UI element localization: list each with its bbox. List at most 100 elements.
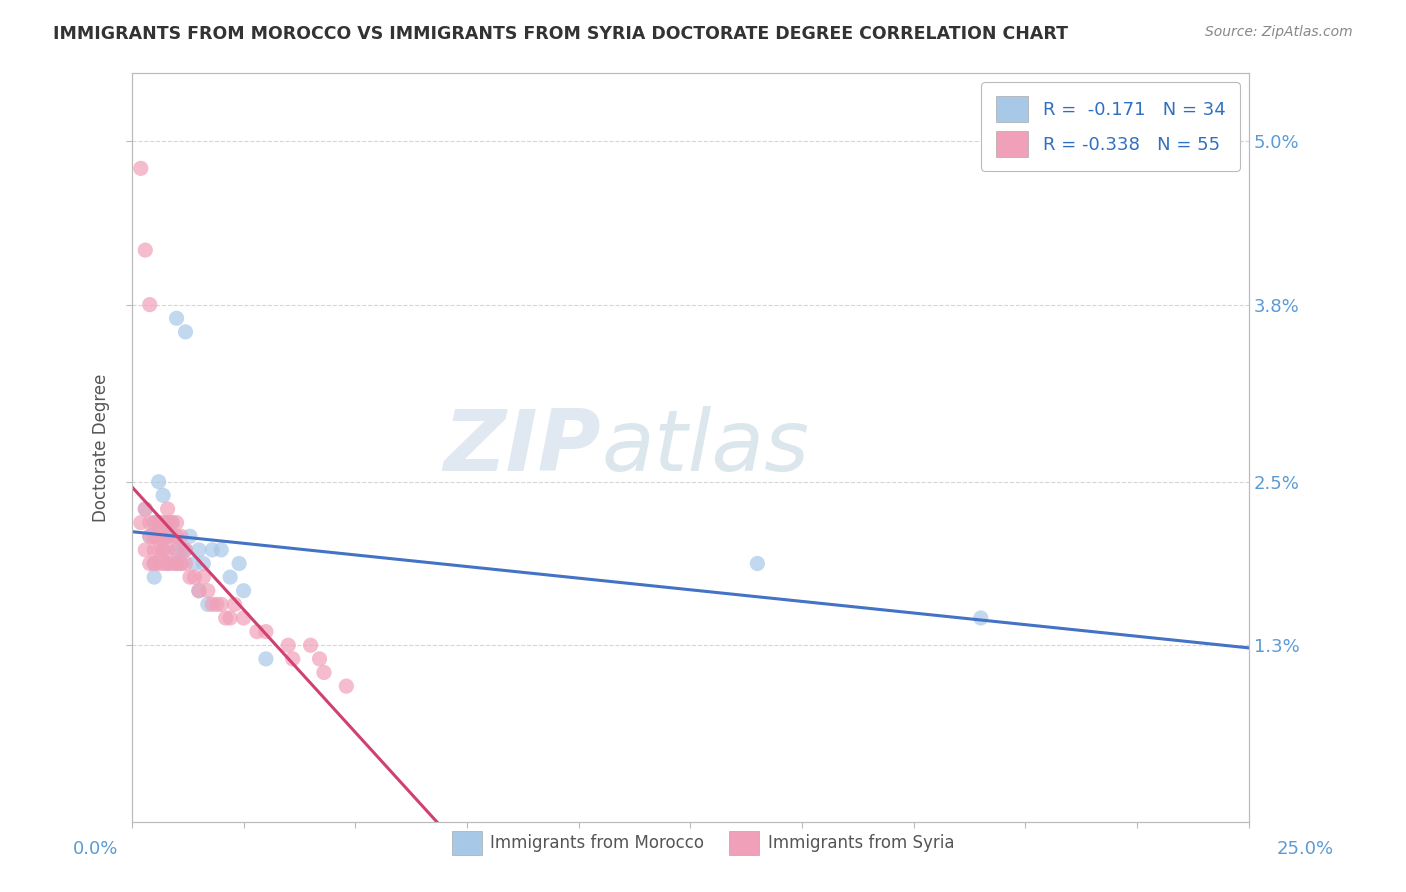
Point (156, 529, 179, 543)
Point (143, 516, 166, 530)
Point (156, 542, 179, 557)
Text: IMMIGRANTS FROM MOROCCO VS IMMIGRANTS FROM SYRIA DOCTORATE DEGREE CORRELATION CH: IMMIGRANTS FROM MOROCCO VS IMMIGRANTS FR… (53, 25, 1069, 43)
Point (281, 652, 304, 666)
Point (254, 624, 277, 639)
Point (170, 529, 193, 543)
Point (308, 652, 330, 666)
Point (138, 516, 160, 530)
Point (232, 583, 254, 598)
Point (156, 516, 179, 530)
Point (174, 325, 197, 339)
Point (143, 557, 166, 571)
Point (148, 542, 170, 557)
Point (148, 516, 170, 530)
Point (129, 516, 152, 530)
Point (197, 583, 219, 598)
Point (254, 652, 277, 666)
Point (299, 638, 322, 652)
Point (174, 542, 197, 557)
Point (209, 598, 232, 612)
Point (138, 529, 160, 543)
Point (160, 557, 183, 571)
Point (143, 570, 166, 584)
Point (193, 557, 215, 571)
Point (166, 542, 188, 557)
Point (152, 542, 174, 557)
Point (183, 557, 205, 571)
Point (209, 542, 232, 557)
Point (170, 557, 193, 571)
Point (187, 583, 209, 598)
Point (148, 516, 170, 530)
Point (143, 542, 166, 557)
Point (205, 598, 228, 612)
Point (152, 488, 174, 502)
Point (187, 583, 209, 598)
Point (312, 665, 335, 680)
Text: 0.0%: 0.0% (73, 840, 118, 858)
Point (156, 557, 179, 571)
Point (201, 598, 224, 612)
Point (156, 516, 179, 530)
Point (152, 516, 174, 530)
Legend: R =  -0.171   N = 34, R = -0.338   N = 55: R = -0.171 N = 34, R = -0.338 N = 55 (981, 82, 1240, 171)
Point (134, 502, 156, 516)
Point (174, 557, 197, 571)
Point (215, 611, 238, 625)
Point (747, 557, 769, 571)
Point (170, 557, 193, 571)
Point (193, 570, 215, 584)
Point (335, 679, 357, 693)
Point (219, 611, 242, 625)
Point (148, 475, 170, 489)
Point (232, 611, 254, 625)
Point (160, 516, 183, 530)
Point (148, 557, 170, 571)
Point (134, 502, 156, 516)
Point (160, 516, 183, 530)
Point (134, 243, 156, 257)
Point (166, 557, 188, 571)
Point (277, 638, 299, 652)
Point (179, 570, 201, 584)
Point (156, 529, 179, 543)
Point (134, 542, 156, 557)
Point (166, 516, 188, 530)
Legend: Immigrants from Morocco, Immigrants from Syria: Immigrants from Morocco, Immigrants from… (446, 824, 960, 862)
Y-axis label: Doctorate Degree: Doctorate Degree (93, 374, 110, 522)
Point (219, 570, 242, 584)
Point (201, 542, 224, 557)
Point (143, 529, 166, 543)
Point (138, 297, 160, 311)
Point (166, 542, 188, 557)
Point (152, 542, 174, 557)
Point (143, 516, 166, 530)
Point (224, 598, 246, 612)
Point (129, 161, 152, 176)
Point (152, 529, 174, 543)
Point (228, 557, 250, 571)
Point (166, 529, 188, 543)
Point (970, 611, 993, 625)
Point (246, 624, 269, 639)
Point (138, 557, 160, 571)
Text: 25.0%: 25.0% (1277, 840, 1333, 858)
Text: atlas: atlas (600, 406, 808, 489)
Text: ZIP: ZIP (443, 406, 600, 489)
Point (160, 529, 183, 543)
Point (143, 557, 166, 571)
Point (143, 529, 166, 543)
Point (138, 529, 160, 543)
Point (197, 598, 219, 612)
Point (156, 557, 179, 571)
Point (148, 529, 170, 543)
Point (166, 311, 188, 326)
Point (156, 502, 179, 516)
Point (187, 542, 209, 557)
Point (152, 557, 174, 571)
Point (174, 542, 197, 557)
Text: Source: ZipAtlas.com: Source: ZipAtlas.com (1205, 25, 1353, 39)
Point (170, 542, 193, 557)
Point (179, 529, 201, 543)
Point (183, 570, 205, 584)
